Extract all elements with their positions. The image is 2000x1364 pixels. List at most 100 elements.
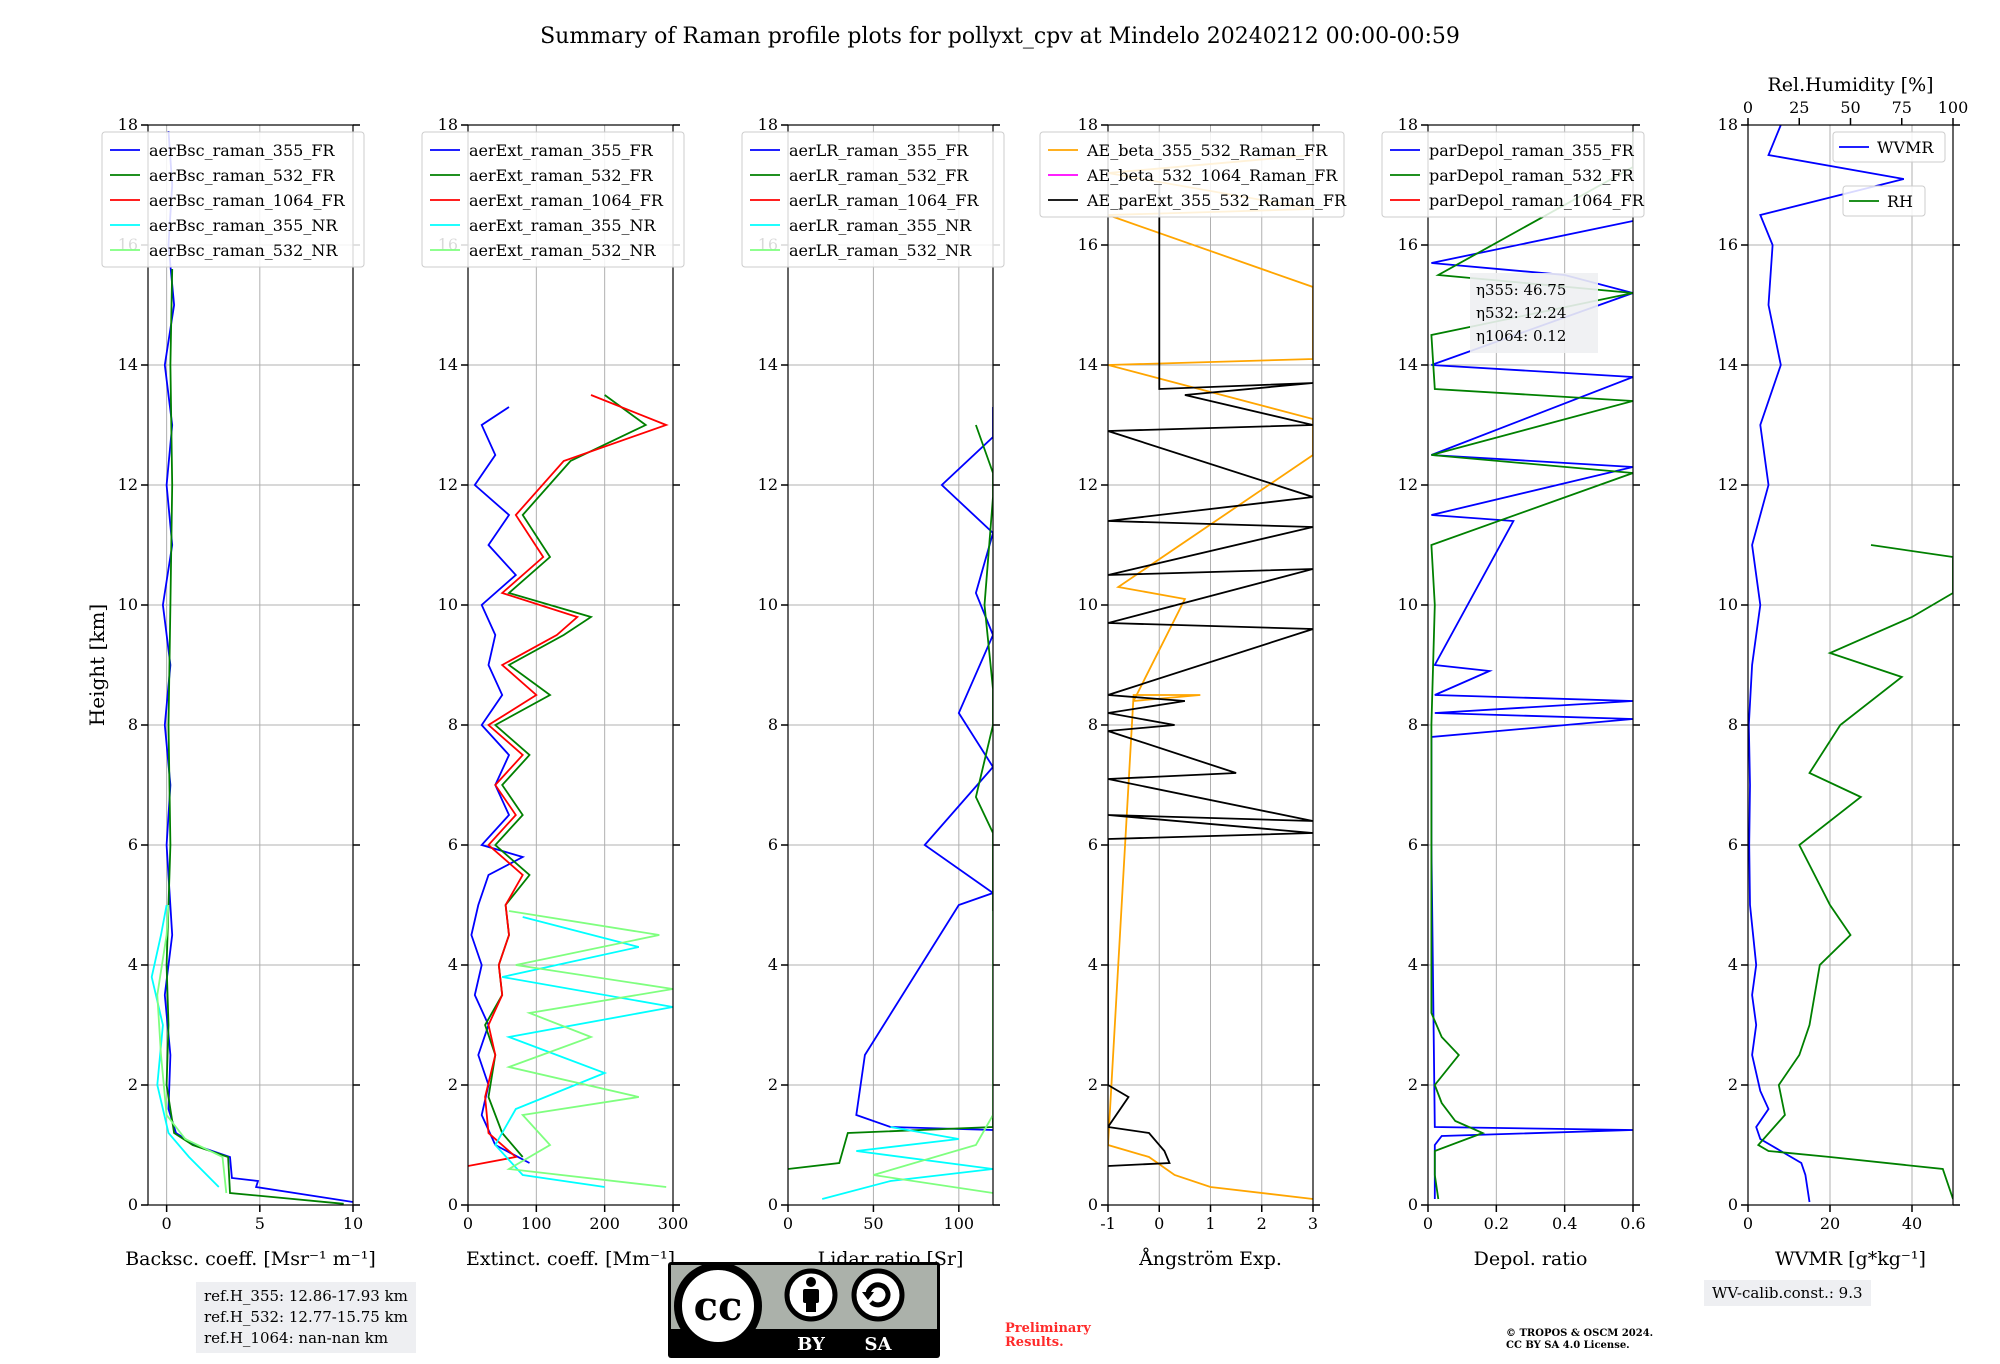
legend-label: aerExt_raman_532_NR bbox=[469, 241, 657, 260]
legend-label: aerLR_raman_355_FR bbox=[789, 141, 969, 160]
y-tick-label: 10 bbox=[438, 595, 458, 614]
series-line-aerExt_raman_355_FR bbox=[470, 406, 530, 1164]
y-tick-label: 8 bbox=[1088, 715, 1098, 734]
x-axis-label: Extinct. coeff. [Mm⁻¹] bbox=[466, 1248, 675, 1270]
axes-frame bbox=[147, 124, 354, 1206]
legend-box bbox=[421, 131, 685, 268]
series-line-aerBsc_raman_532_NR bbox=[156, 904, 228, 1194]
y-tick-label: 4 bbox=[1088, 955, 1098, 974]
ref-height-1064: ref.H_1064: nan-nan km bbox=[204, 1329, 389, 1347]
y-tick-label: 2 bbox=[448, 1075, 458, 1094]
series-line-aerLR_raman_532_FR bbox=[788, 424, 993, 1170]
y-tick-label: 12 bbox=[1398, 475, 1418, 494]
sa-icon bbox=[851, 1268, 905, 1322]
copyright-line-2: CC BY SA 4.0 License. bbox=[1506, 1340, 1630, 1351]
y-tick-label: 18 bbox=[1718, 115, 1738, 134]
x-tick-label: 100 bbox=[521, 1214, 552, 1233]
y-tick-label: 8 bbox=[1408, 715, 1418, 734]
legend-box bbox=[101, 131, 365, 268]
x-tick-label: 0 bbox=[783, 1214, 793, 1233]
legend-label: aerBsc_raman_355_FR bbox=[149, 141, 335, 160]
legend-box bbox=[1039, 131, 1345, 218]
x-axis-label: Depol. ratio bbox=[1474, 1248, 1588, 1270]
y-tick-label: 14 bbox=[1078, 355, 1098, 374]
x-axis-label: Backsc. coeff. [Msr⁻¹ m⁻¹] bbox=[125, 1248, 376, 1270]
y-tick-label: 18 bbox=[1078, 115, 1098, 134]
series-line-WVMR bbox=[1748, 125, 1905, 1203]
legend-label: parDepol_raman_532_FR bbox=[1429, 166, 1635, 185]
y-tick-label: 14 bbox=[118, 355, 138, 374]
y-tick-label: 18 bbox=[1398, 115, 1418, 134]
series-group bbox=[1108, 154, 1313, 1200]
legend: aerExt_raman_355_FR aerExt_raman_532_FRae… bbox=[421, 131, 685, 268]
y-tick-label: 12 bbox=[118, 475, 138, 494]
legend-label: aerBsc_raman_532_FR bbox=[149, 166, 335, 185]
legend-label: WVMR bbox=[1877, 138, 1934, 157]
y-tick-label: 0 bbox=[1728, 1195, 1738, 1214]
y-tick-label: 12 bbox=[1078, 475, 1098, 494]
series-group bbox=[788, 407, 993, 1200]
x-tick-label: 100 bbox=[944, 1214, 975, 1233]
top-x-tick-label: 0 bbox=[1743, 98, 1753, 117]
x-tick-label: 0 bbox=[1154, 1214, 1164, 1233]
x-axis-label: WVMR [g*kg⁻¹] bbox=[1775, 1248, 1926, 1270]
cc-license-badge: cc BY SA bbox=[668, 1262, 940, 1358]
preliminary-line-2: Results. bbox=[1005, 1335, 1064, 1350]
legend: parDepol_raman_355_FR parDepol_raman_532_… bbox=[1381, 131, 1645, 218]
y-tick-label: 18 bbox=[758, 115, 778, 134]
legend-RH: RH bbox=[1842, 185, 1926, 217]
y-tick-label: 6 bbox=[1728, 835, 1738, 854]
y-tick-label: 6 bbox=[128, 835, 138, 854]
y-tick-label: 10 bbox=[118, 595, 138, 614]
legend: aerBsc_raman_355_FR aerBsc_raman_532_FRae… bbox=[101, 131, 365, 268]
preliminary-note: Preliminary Results. bbox=[1005, 1322, 1091, 1350]
series-line-aerBsc_raman_532_FR bbox=[165, 268, 344, 1205]
x-tick-label: 20 bbox=[1820, 1214, 1840, 1233]
y-tick-label: 0 bbox=[768, 1195, 778, 1214]
panel-backscatter: 0510024681012141618Backsc. coeff. [Msr⁻¹… bbox=[85, 115, 376, 1270]
y-tick-label: 12 bbox=[758, 475, 778, 494]
wv-calibration-box: WV-calib.const.: 9.3 bbox=[1704, 1280, 1871, 1306]
legend-label: aerLR_raman_532_NR bbox=[789, 241, 972, 260]
y-tick-label: 18 bbox=[118, 115, 138, 134]
y-tick-label: 0 bbox=[1088, 1195, 1098, 1214]
y-tick-label: 2 bbox=[1408, 1075, 1418, 1094]
legend-label: parDepol_raman_1064_FR bbox=[1429, 191, 1645, 210]
y-tick-label: 8 bbox=[1728, 715, 1738, 734]
legend-label: parDepol_raman_355_FR bbox=[1429, 141, 1635, 160]
panel-depol: 0 0.2 0.4 0.6 0 2 4 6 8 10 12 14 16 18 Depol. ratio par… bbox=[1381, 115, 1646, 1270]
series-line-aerExt_raman_532_NR bbox=[505, 910, 673, 1188]
x-tick-label: 3 bbox=[1308, 1214, 1318, 1233]
y-tick-label: 0 bbox=[448, 1195, 458, 1214]
y-tick-label: 4 bbox=[128, 955, 138, 974]
ref-height-355: ref.H_355: 12.86-17.93 km bbox=[204, 1287, 408, 1305]
preliminary-line-1: Preliminary bbox=[1005, 1321, 1091, 1336]
y-tick-label: 12 bbox=[438, 475, 458, 494]
series-line-aerExt_raman_1064_FR bbox=[468, 394, 669, 1167]
legend-label: RH bbox=[1887, 192, 1913, 211]
cc-logo-text: cc bbox=[694, 1283, 743, 1330]
legend-box bbox=[1832, 131, 1946, 163]
series-line-aerBsc_raman_355_NR bbox=[150, 904, 220, 1188]
y-tick-label: 6 bbox=[1088, 835, 1098, 854]
x-tick-label: 40 bbox=[1902, 1214, 1922, 1233]
y-tick-label: 2 bbox=[1728, 1075, 1738, 1094]
top-x-tick-label: 50 bbox=[1840, 98, 1860, 117]
axes-frame bbox=[1427, 124, 1634, 1206]
x-tick-label: 300 bbox=[658, 1214, 689, 1233]
x-tick-label: 5 bbox=[255, 1214, 265, 1233]
series-line-aerLR_raman_355_FR bbox=[855, 407, 993, 1131]
license-sa-label: SA bbox=[865, 1334, 893, 1355]
top-x-tick-label: 75 bbox=[1892, 98, 1912, 117]
top-x-axis-label: Rel.Humidity [%] bbox=[1767, 74, 1933, 96]
y-tick-label: 4 bbox=[768, 955, 778, 974]
x-tick-label: 0 bbox=[463, 1214, 473, 1233]
x-tick-label: 0 bbox=[1743, 1214, 1753, 1233]
legend-label: AE_beta_532_1064_Raman_FR bbox=[1086, 166, 1338, 185]
x-tick-label: 0.4 bbox=[1552, 1214, 1577, 1233]
x-tick-label: 200 bbox=[589, 1214, 620, 1233]
x-tick-label: 2 bbox=[1257, 1214, 1267, 1233]
legend-label: AE_beta_355_532_Raman_FR bbox=[1086, 141, 1328, 160]
